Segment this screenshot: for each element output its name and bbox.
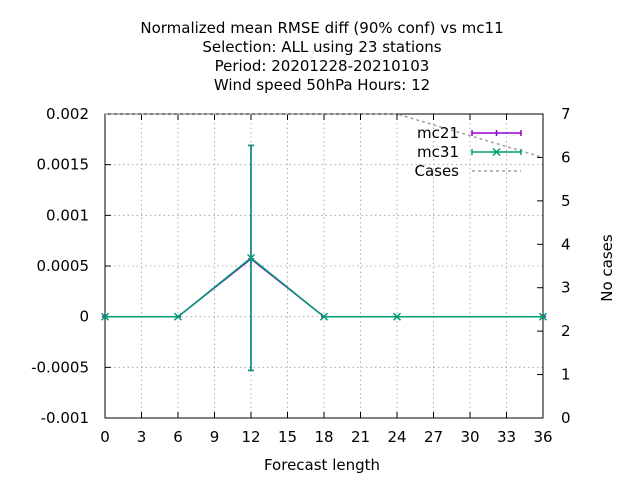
data-point-mc31 — [319, 312, 329, 321]
x-tick-label: 30 — [460, 428, 479, 446]
y-tick-label: -0.001 — [41, 409, 89, 427]
series-line-cases — [105, 113, 544, 159]
y2-tick-label: 7 — [561, 105, 571, 123]
x-tick-label: 33 — [497, 428, 516, 446]
x-tick-label: 27 — [424, 428, 443, 446]
series-line-mc31 — [105, 256, 543, 318]
data-point-mc31 — [246, 253, 256, 262]
legend-label-cases: Cases — [414, 162, 459, 180]
x-tick-label: 9 — [210, 428, 220, 446]
data-point-mc31 — [100, 312, 110, 321]
data-point-mc31 — [392, 312, 402, 321]
y2-tick-label: 5 — [561, 192, 571, 210]
legend-label-mc31: mc31 — [417, 143, 459, 161]
title-line: Period: 20201228-20210103 — [215, 57, 430, 75]
x-tick-label: 21 — [351, 428, 370, 446]
y-tick-label: 0 — [79, 308, 89, 326]
title-line: Wind speed 50hPa Hours: 12 — [214, 76, 430, 94]
y-tick-label: 0.0005 — [37, 257, 90, 275]
y2-tick-label: 0 — [561, 409, 571, 427]
y2-tick-label: 2 — [561, 322, 571, 340]
y2-axis-ticks: 0 1 2 3 4 5 6 7 — [537, 105, 571, 427]
x-tick-label: 3 — [137, 428, 147, 446]
y2-tick-label: 6 — [561, 148, 571, 166]
x-tick-label: 12 — [241, 428, 260, 446]
x-tick-label: 6 — [173, 428, 183, 446]
x-tick-label: 15 — [278, 428, 297, 446]
chart-title: Normalized mean RMSE diff (90% conf) vs … — [140, 19, 503, 94]
grid — [105, 114, 543, 418]
y2-tick-label: 4 — [561, 235, 571, 253]
series — [100, 113, 548, 372]
data-point-mc31 — [173, 312, 183, 321]
y-tick-label: 0.002 — [46, 105, 89, 123]
x-axis-ticks: 0 3 6 9 12 15 18 21 24 27 30 33 36 — [100, 114, 553, 446]
title-line: Normalized mean RMSE diff (90% conf) vs … — [140, 19, 503, 37]
y-tick-label: 0.0015 — [37, 156, 90, 174]
x-tick-label: 18 — [314, 428, 333, 446]
y-tick-label: 0.001 — [46, 206, 89, 224]
y2-axis-label: No cases — [598, 234, 616, 302]
x-tick-label: 24 — [387, 428, 406, 446]
y-tick-label: -0.0005 — [31, 358, 89, 376]
x-axis-label: Forecast length — [264, 456, 380, 474]
legend-label-mc21: mc21 — [417, 124, 459, 142]
legend-marker-mc31 — [492, 147, 501, 157]
y-axis-ticks: -0.001 -0.0005 0 0.0005 0.001 0.0015 0.002 — [31, 105, 111, 427]
x-tick-label: 36 — [533, 428, 552, 446]
data-point-mc31 — [538, 312, 548, 321]
x-tick-label: 0 — [100, 428, 110, 446]
title-line: Selection: ALL using 23 stations — [202, 38, 441, 56]
y2-tick-label: 3 — [561, 279, 571, 297]
y2-tick-label: 1 — [561, 366, 571, 384]
